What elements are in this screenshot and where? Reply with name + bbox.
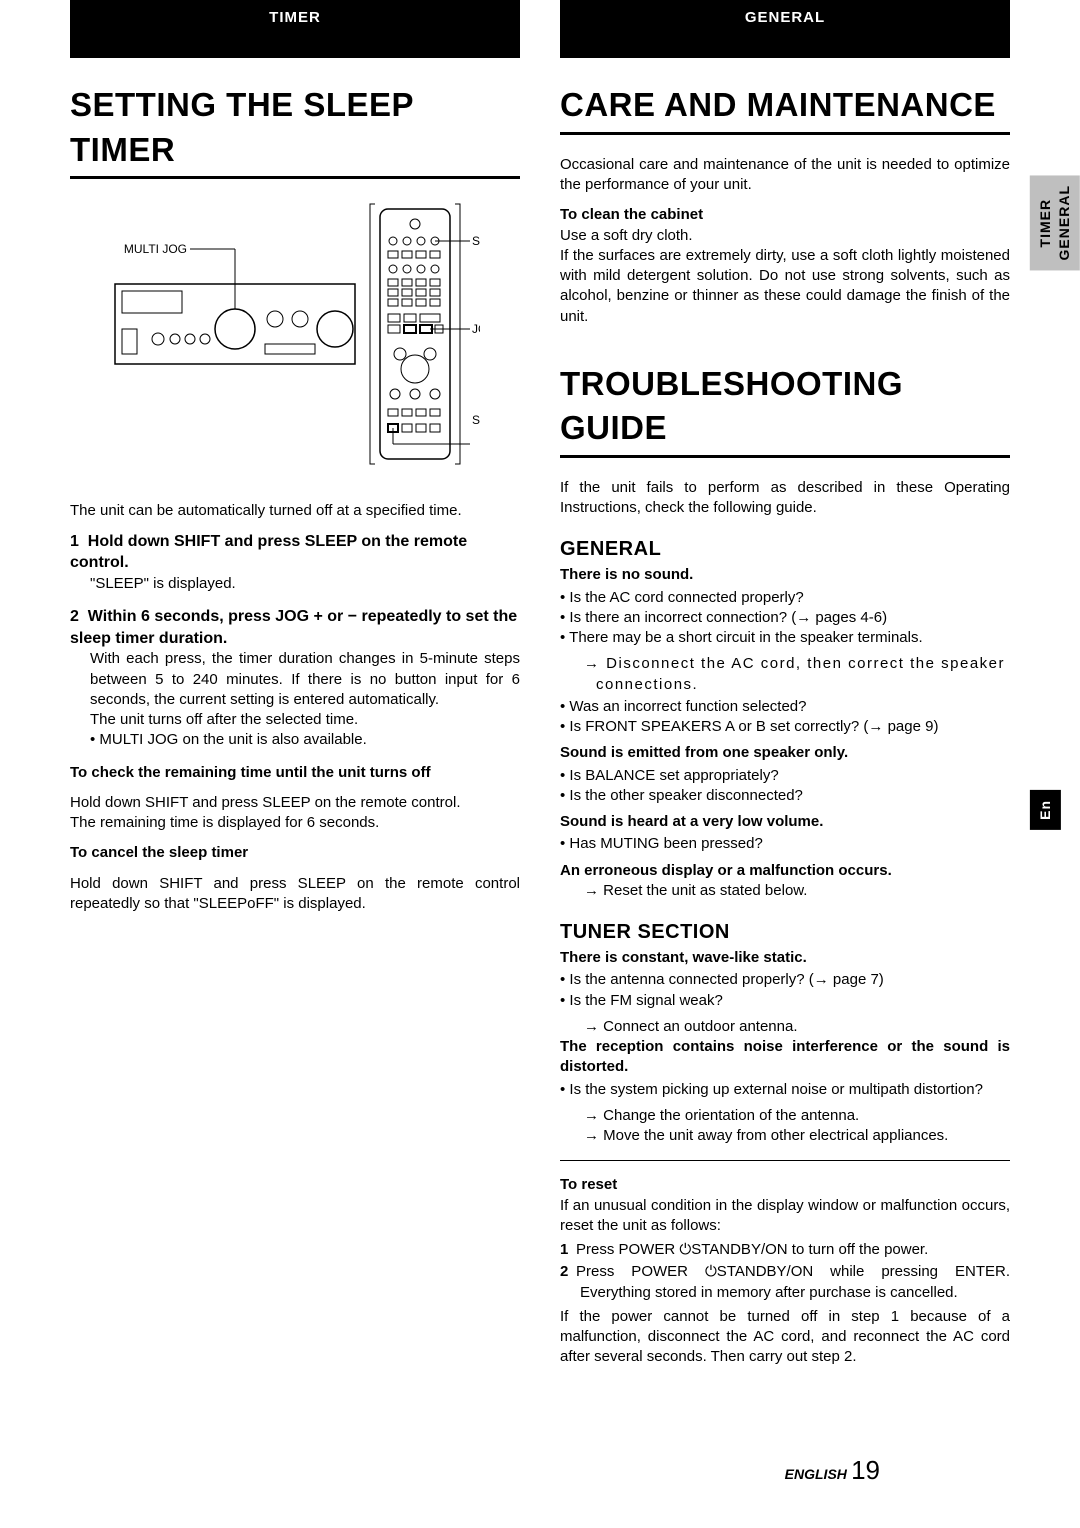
check-head: To check the remaining time until the un… <box>70 763 520 783</box>
title-care: CARE AND MAINTENANCE <box>560 83 1010 135</box>
label-jog: JOG −,+ <box>472 322 480 336</box>
t1-b1: Is the antenna connected properly? (→ pa… <box>560 970 1010 990</box>
g3-head: Sound is heard at a very low volume. <box>560 812 1010 832</box>
g3-b1: Has MUTING been pressed? <box>560 834 1010 854</box>
step-1: 1 Hold down SHIFT and press SLEEP on the… <box>70 531 520 594</box>
step1-head: Hold down SHIFT and press SLEEP on the r… <box>70 533 467 572</box>
step2-head: Within 6 seconds, press JOG + or − repea… <box>70 608 517 647</box>
g4-b1: Reset the unit as stated below. <box>572 881 1010 901</box>
right-column: GENERAL CARE AND MAINTENANCE Occasional … <box>560 0 1010 1378</box>
cancel-body: Hold down SHIFT and press SLEEP on the r… <box>70 874 520 915</box>
step1-num: 1 <box>70 533 79 550</box>
check-body2: The remaining time is displayed for 6 se… <box>70 813 520 833</box>
footer-lang: ENGLISH <box>785 1466 847 1482</box>
g2-b2: Is the other speaker disconnected? <box>560 786 1010 806</box>
footer-page: 19 <box>851 1455 880 1485</box>
label-multi-jog: MULTI JOG <box>124 242 187 256</box>
t2-list: Is the system picking up external noise … <box>560 1080 1010 1100</box>
label-shift: SHIFT <box>472 413 480 427</box>
g2-b1: Is BALANCE set appropriately? <box>560 766 1010 786</box>
t1-list: Is the antenna connected properly? (→ pa… <box>560 970 1010 1011</box>
tab-general: GENERAL <box>560 0 1010 58</box>
title-sleep-timer: SETTING THE SLEEP TIMER <box>70 83 520 179</box>
g1-b3a: Disconnect the AC cord, then correct the… <box>572 654 1010 695</box>
g4-head: An erroneous display or a malfunction oc… <box>560 861 1010 881</box>
sub-tuner: TUNER SECTION <box>560 919 1010 946</box>
page-content: TIMER SETTING THE SLEEP TIMER M <box>0 0 1080 1418</box>
reset-out: If the power cannot be turned off in ste… <box>560 1307 1010 1368</box>
step2-num: 2 <box>70 608 79 625</box>
side-tab-section: TIMERGENERAL <box>1030 175 1080 270</box>
g1-list: Is the AC cord connected properly? Is th… <box>560 588 1010 649</box>
step-2: 2 Within 6 seconds, press JOG + or − rep… <box>70 606 520 750</box>
t2-b1: Is the system picking up external noise … <box>560 1080 1010 1100</box>
label-sleep: SLEEP <box>472 234 480 248</box>
reset-list: 1Press POWER ⏻STANDBY/ON to turn off the… <box>560 1240 1010 1303</box>
step2-body3: • MULTI JOG on the unit is also availabl… <box>90 730 520 750</box>
sleep-intro: The unit can be automatically turned off… <box>70 501 520 521</box>
g1-b5: Is FRONT SPEAKERS A or B set correctly? … <box>560 717 1010 737</box>
page-footer: ENGLISH 19 <box>785 1453 880 1488</box>
clean-l2: If the surfaces are extremely dirty, use… <box>560 246 1010 327</box>
step1-body: "SLEEP" is displayed. <box>90 574 520 594</box>
t1-head: There is constant, wave-like static. <box>560 948 1010 968</box>
divider <box>560 1160 1010 1161</box>
g1-head: There is no sound. <box>560 565 1010 585</box>
clean-l1: Use a soft dry cloth. <box>560 226 1010 246</box>
reset-head: To reset <box>560 1175 1010 1195</box>
t1-b2a: Connect an outdoor antenna. <box>572 1017 1010 1037</box>
g1-b4: Was an incorrect function selected? <box>560 697 1010 717</box>
clean-head: To clean the cabinet <box>560 205 1010 225</box>
reset-1: Press POWER ⏻STANDBY/ON to turn off the … <box>576 1241 928 1258</box>
care-intro: Occasional care and maintenance of the u… <box>560 155 1010 196</box>
cancel-head: To cancel the sleep timer <box>70 843 520 863</box>
reset-intro: If an unusual condition in the display w… <box>560 1196 1010 1237</box>
t2-b1a: Change the orientation of the antenna. <box>572 1106 1010 1126</box>
g3-list: Has MUTING been pressed? <box>560 834 1010 854</box>
check-body1: Hold down SHIFT and press SLEEP on the r… <box>70 793 520 813</box>
side-tab-lang: En <box>1030 790 1061 830</box>
g1-b3: There may be a short circuit in the spea… <box>560 628 1010 648</box>
t2-head: The reception contains noise interferenc… <box>560 1037 1010 1078</box>
step2-body1: With each press, the timer duration chan… <box>90 649 520 710</box>
g1-b2: Is there an incorrect connection? (→ pag… <box>560 608 1010 628</box>
g1-list2: Was an incorrect function selected? Is F… <box>560 697 1010 738</box>
trouble-intro: If the unit fails to perform as describe… <box>560 478 1010 519</box>
g2-list: Is BALANCE set appropriately? Is the oth… <box>560 766 1010 807</box>
g2-head: Sound is emitted from one speaker only. <box>560 743 1010 763</box>
step2-body2: The unit turns off after the selected ti… <box>90 710 520 730</box>
t2-b1b: Move the unit away from other electrical… <box>572 1126 1010 1146</box>
sub-general: GENERAL <box>560 536 1010 563</box>
tab-timer: TIMER <box>70 0 520 58</box>
t1-b2: Is the FM signal weak? <box>560 991 1010 1011</box>
diagram-receiver-remote: MULTI JOG <box>70 199 520 475</box>
side-tabs: TIMERGENERAL En <box>1030 175 1080 830</box>
title-troubleshoot: TROUBLESHOOTING GUIDE <box>560 362 1010 458</box>
reset-2: Press POWER ⏻STANDBY/ON while pressing E… <box>576 1263 1010 1300</box>
g1-b1: Is the AC cord connected properly? <box>560 588 1010 608</box>
left-column: TIMER SETTING THE SLEEP TIMER M <box>70 0 520 1378</box>
